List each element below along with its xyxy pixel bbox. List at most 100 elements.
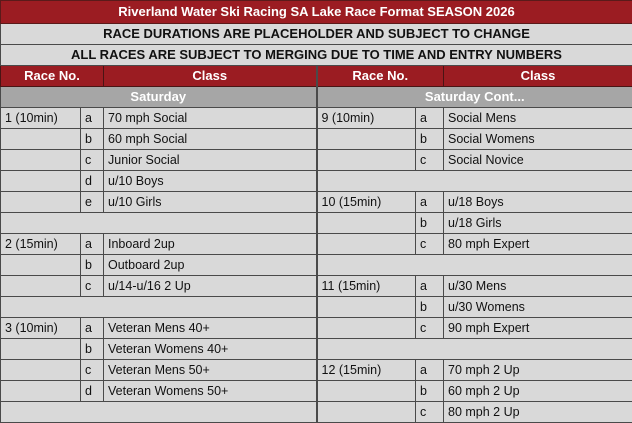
race-number-left: [1, 171, 81, 192]
heat-letter-right: a: [416, 276, 444, 297]
heat-letter-right: c: [416, 318, 444, 339]
race-number-right: [317, 150, 416, 171]
class-name-right: Social Novice: [444, 150, 632, 171]
class-name-left: 70 mph Social: [104, 108, 317, 129]
heat-letter-left: d: [81, 381, 104, 402]
heat-letter-left: c: [81, 360, 104, 381]
class-name-right: u/18 Boys: [444, 192, 632, 213]
heat-letter-right: b: [416, 129, 444, 150]
race-number-left: 1 (10min): [1, 108, 81, 129]
heat-letter-left: c: [81, 276, 104, 297]
race-number-left: [1, 150, 81, 171]
class-name-right: u/30 Womens: [444, 297, 632, 318]
heat-letter-right: a: [416, 108, 444, 129]
heat-letter-left: a: [81, 108, 104, 129]
race-number-right: 11 (15min): [317, 276, 416, 297]
heat-letter-left: b: [81, 255, 104, 276]
header-class-left: Class: [104, 66, 317, 87]
empty-row-right: [317, 171, 632, 192]
empty-row-left: [1, 213, 317, 234]
class-name-left: u/10 Girls: [104, 192, 317, 213]
heat-letter-right: a: [416, 192, 444, 213]
class-name-right: 70 mph 2 Up: [444, 360, 632, 381]
race-number-right: [317, 381, 416, 402]
class-name-right: 90 mph Expert: [444, 318, 632, 339]
race-number-left: [1, 339, 81, 360]
class-name-left: 60 mph Social: [104, 129, 317, 150]
class-name-right: 60 mph 2 Up: [444, 381, 632, 402]
race-number-left: [1, 360, 81, 381]
heat-letter-right: b: [416, 297, 444, 318]
class-name-left: Junior Social: [104, 150, 317, 171]
class-name-right: Social Womens: [444, 129, 632, 150]
class-name-left: Veteran Womens 40+: [104, 339, 317, 360]
heat-letter-right: b: [416, 381, 444, 402]
notice-merging: ALL RACES ARE SUBJECT TO MERGING DUE TO …: [1, 45, 632, 66]
section-saturday-cont: Saturday Cont...: [317, 87, 632, 108]
class-name-right: 80 mph Expert: [444, 234, 632, 255]
section-saturday: Saturday: [1, 87, 317, 108]
class-name-left: Veteran Mens 40+: [104, 318, 317, 339]
heat-letter-right: a: [416, 360, 444, 381]
race-number-right: [317, 234, 416, 255]
race-number-left: [1, 381, 81, 402]
race-number-right: [317, 129, 416, 150]
class-name-right: u/30 Mens: [444, 276, 632, 297]
race-number-left: [1, 255, 81, 276]
race-number-right: 9 (10min): [317, 108, 416, 129]
race-number-right: [317, 402, 416, 423]
heat-letter-left: a: [81, 234, 104, 255]
header-class-right: Class: [444, 66, 632, 87]
class-name-left: Veteran Womens 50+: [104, 381, 317, 402]
race-number-right: 10 (15min): [317, 192, 416, 213]
class-name-right: u/18 Girls: [444, 213, 632, 234]
heat-letter-left: e: [81, 192, 104, 213]
race-number-right: 12 (15min): [317, 360, 416, 381]
class-name-left: u/14-u/16 2 Up: [104, 276, 317, 297]
class-name-left: Veteran Mens 50+: [104, 360, 317, 381]
heat-letter-right: c: [416, 234, 444, 255]
race-number-right: [317, 297, 416, 318]
header-race-no-right: Race No.: [317, 66, 444, 87]
header-race-no-left: Race No.: [1, 66, 104, 87]
heat-letter-right: c: [416, 402, 444, 423]
race-number-left: [1, 192, 81, 213]
heat-letter-left: b: [81, 339, 104, 360]
notice-durations: RACE DURATIONS ARE PLACEHOLDER AND SUBJE…: [1, 24, 632, 45]
heat-letter-right: b: [416, 213, 444, 234]
empty-row-right: [317, 339, 632, 360]
class-name-left: u/10 Boys: [104, 171, 317, 192]
page-title: Riverland Water Ski Racing SA Lake Race …: [1, 1, 632, 24]
class-name-right: 80 mph 2 Up: [444, 402, 632, 423]
race-number-left: [1, 129, 81, 150]
race-number-left: [1, 276, 81, 297]
empty-row-left: [1, 402, 317, 423]
empty-row-right: [317, 255, 632, 276]
class-name-left: Outboard 2up: [104, 255, 317, 276]
race-number-right: [317, 213, 416, 234]
heat-letter-left: b: [81, 129, 104, 150]
heat-letter-right: c: [416, 150, 444, 171]
race-number-left: 3 (10min): [1, 318, 81, 339]
race-number-left: 2 (15min): [1, 234, 81, 255]
race-number-right: [317, 318, 416, 339]
class-name-left: Inboard 2up: [104, 234, 317, 255]
class-name-right: Social Mens: [444, 108, 632, 129]
empty-row-left: [1, 297, 317, 318]
